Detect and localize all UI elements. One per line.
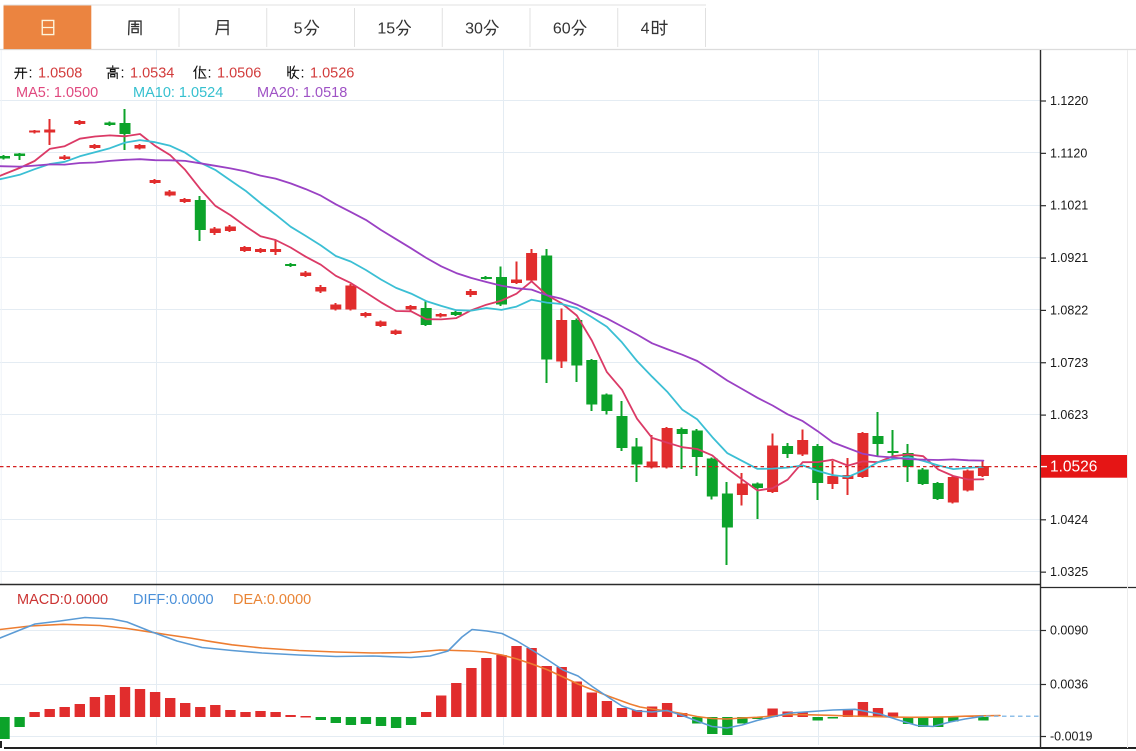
svg-text:MA10: 1.0524: MA10: 1.0524 xyxy=(133,85,223,101)
svg-text:MA5: 1.0500: MA5: 1.0500 xyxy=(16,85,98,101)
svg-text:15: 15 xyxy=(377,21,395,38)
svg-text:1.0822: 1.0822 xyxy=(1050,303,1088,317)
svg-text:-0.0019: -0.0019 xyxy=(1050,730,1092,744)
svg-text:1.0325: 1.0325 xyxy=(1050,565,1088,579)
svg-text:DIFF:0.0000: DIFF:0.0000 xyxy=(133,592,214,608)
svg-text:1.0623: 1.0623 xyxy=(1050,408,1088,422)
svg-text:1.0506: 1.0506 xyxy=(217,66,261,82)
svg-text:MA20: 1.0518: MA20: 1.0518 xyxy=(257,85,347,101)
svg-text:1.1120: 1.1120 xyxy=(1050,146,1087,160)
svg-text:1.0534: 1.0534 xyxy=(130,66,174,82)
svg-text:0.0090: 0.0090 xyxy=(1050,624,1088,638)
svg-text:5: 5 xyxy=(294,21,303,38)
svg-text:30: 30 xyxy=(465,21,483,38)
svg-text:1.0921: 1.0921 xyxy=(1050,251,1088,265)
svg-text:1.0508: 1.0508 xyxy=(38,66,82,82)
svg-text::: : xyxy=(29,66,33,82)
svg-text:1.1021: 1.1021 xyxy=(1050,199,1088,213)
svg-text:1.0424: 1.0424 xyxy=(1050,513,1088,527)
svg-text::: : xyxy=(208,66,212,82)
svg-text::: : xyxy=(301,66,305,82)
svg-text:1.0526: 1.0526 xyxy=(310,66,354,82)
svg-text:60: 60 xyxy=(553,21,571,38)
svg-text:1.1220: 1.1220 xyxy=(1050,94,1088,108)
svg-text:MACD:0.0000: MACD:0.0000 xyxy=(17,592,108,608)
svg-text:1.0723: 1.0723 xyxy=(1050,356,1088,370)
svg-text:0.0036: 0.0036 xyxy=(1050,678,1088,692)
svg-text:1.0526: 1.0526 xyxy=(1050,459,1097,476)
svg-text:DEA:0.0000: DEA:0.0000 xyxy=(233,592,311,608)
svg-text::: : xyxy=(121,66,125,82)
svg-text:4: 4 xyxy=(641,21,650,38)
